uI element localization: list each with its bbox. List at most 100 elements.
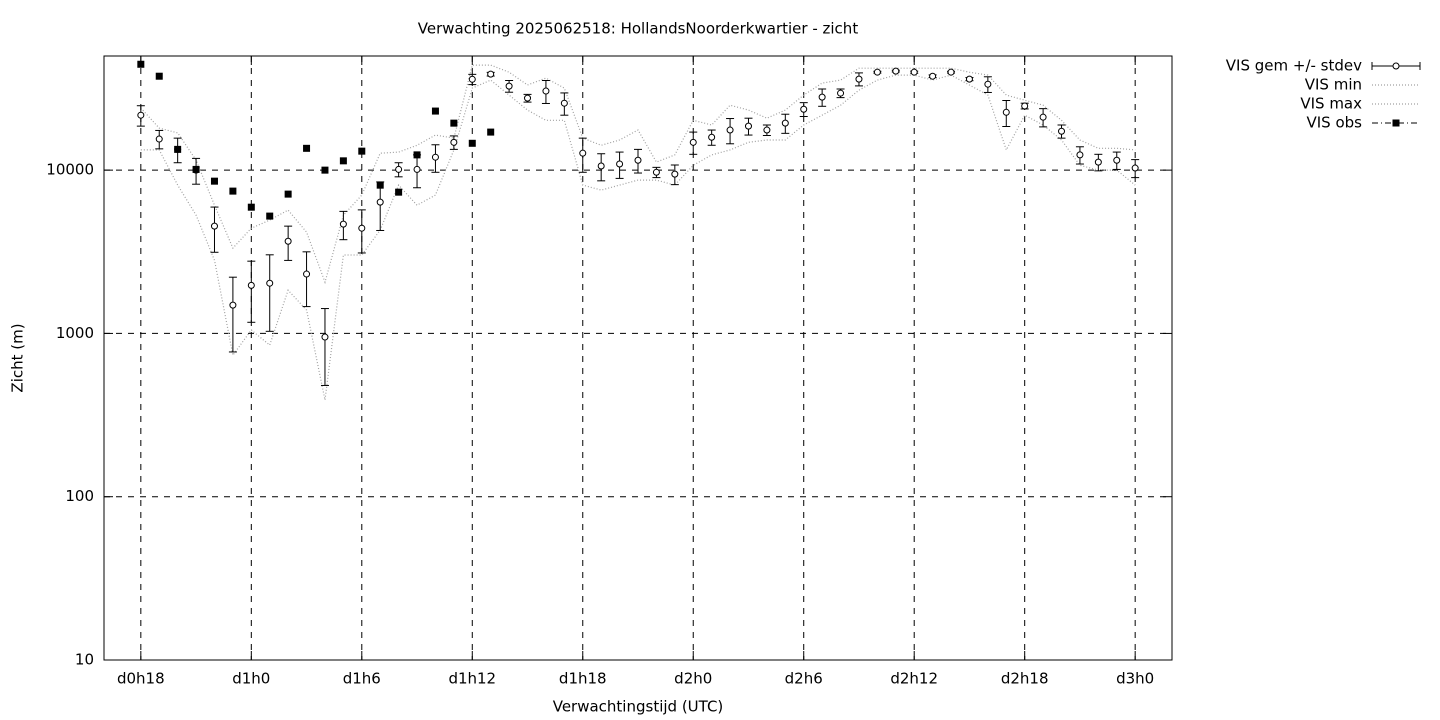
mean-point	[708, 133, 716, 141]
obs-point	[192, 165, 200, 173]
legend-swatch	[1392, 119, 1400, 127]
y-tick-label: 10000	[46, 161, 94, 179]
y-tick-label: 10	[75, 651, 94, 669]
mean-point	[358, 224, 366, 232]
mean-point	[395, 165, 403, 173]
mean-point	[339, 220, 347, 228]
mean-point	[634, 156, 642, 164]
obs-point	[450, 119, 458, 127]
mean-point	[560, 99, 568, 107]
mean-point	[210, 222, 218, 230]
obs-point	[321, 166, 329, 174]
plot-frame	[103, 55, 1173, 661]
series-line	[140, 74, 1136, 401]
error-bar	[228, 276, 237, 353]
x-tick-label: d0h18	[117, 670, 165, 688]
obs-point	[376, 181, 384, 189]
obs-point	[358, 147, 366, 155]
legend-label: VIS gem +/- stdev	[1226, 57, 1362, 75]
mean-point	[303, 270, 311, 278]
y-tick-label: 100	[65, 487, 94, 505]
mean-point	[652, 168, 660, 176]
mean-point	[892, 67, 900, 75]
x-tick-label: d1h12	[448, 670, 496, 688]
obs-point	[431, 107, 439, 115]
mean-point	[413, 165, 421, 173]
mean-point	[505, 82, 513, 90]
x-axis-label: Verwachtingstijd (UTC)	[553, 698, 724, 716]
mean-point	[229, 301, 237, 309]
legend-swatch	[1392, 62, 1400, 70]
obs-point	[155, 72, 163, 80]
mean-point	[137, 111, 145, 119]
mean-point	[1094, 158, 1102, 166]
mean-point	[855, 75, 863, 83]
error-bar	[320, 308, 329, 386]
mean-point	[579, 149, 587, 157]
mean-point	[1113, 156, 1121, 164]
mean-point	[155, 135, 163, 143]
mean-point	[818, 93, 826, 101]
mean-point	[487, 70, 495, 78]
mean-point	[744, 122, 752, 130]
obs-point	[395, 188, 403, 196]
mean-point	[781, 119, 789, 127]
mean-point	[965, 75, 973, 83]
mean-point	[1058, 127, 1066, 135]
x-tick-label: d3h0	[1116, 670, 1154, 688]
mean-point	[431, 153, 439, 161]
chart-title: Verwachting 2025062518: HollandsNoorderk…	[418, 20, 859, 38]
mean-point	[376, 198, 384, 206]
obs-point	[210, 177, 218, 185]
mean-point	[542, 87, 550, 95]
y-axis-label: Zicht (m)	[9, 323, 27, 392]
mean-point	[984, 80, 992, 88]
mean-point	[689, 138, 697, 146]
obs-point	[339, 157, 347, 165]
x-tick-label: d2h6	[785, 670, 823, 688]
legend-label: VIS max	[1300, 95, 1362, 113]
obs-point	[284, 190, 292, 198]
mean-point	[1039, 113, 1047, 121]
mean-point	[726, 126, 734, 134]
error-bar	[302, 251, 311, 308]
x-tick-label: d1h18	[559, 670, 607, 688]
error-bar	[265, 254, 274, 332]
obs-point	[266, 212, 274, 220]
obs-point	[468, 139, 476, 147]
mean-point	[1021, 102, 1029, 110]
error-bar	[247, 260, 256, 323]
obs-point	[229, 187, 237, 195]
mean-point	[800, 105, 808, 113]
obs-point	[137, 60, 145, 68]
mean-point	[929, 72, 937, 80]
mean-point	[616, 160, 624, 168]
mean-point	[247, 281, 255, 289]
mean-point	[947, 68, 955, 76]
mean-point	[1131, 164, 1139, 172]
obs-point	[413, 151, 421, 159]
x-tick-label: d1h6	[343, 670, 381, 688]
obs-point	[247, 203, 255, 211]
error-bar	[210, 206, 219, 253]
mean-point	[671, 170, 679, 178]
obs-point	[174, 145, 182, 153]
mean-point	[266, 279, 274, 287]
mean-point	[1002, 108, 1010, 116]
mean-point	[524, 94, 532, 102]
mean-point	[468, 75, 476, 83]
mean-point	[321, 333, 329, 341]
mean-point	[597, 162, 605, 170]
mean-point	[910, 68, 918, 76]
series-line	[140, 64, 1136, 285]
y-tick-label: 1000	[56, 324, 94, 342]
legend-label: VIS min	[1305, 76, 1362, 94]
mean-point	[1076, 151, 1084, 159]
x-tick-label: d2h12	[890, 670, 938, 688]
mean-point	[284, 237, 292, 245]
obs-point	[487, 128, 495, 136]
mean-point	[873, 68, 881, 76]
